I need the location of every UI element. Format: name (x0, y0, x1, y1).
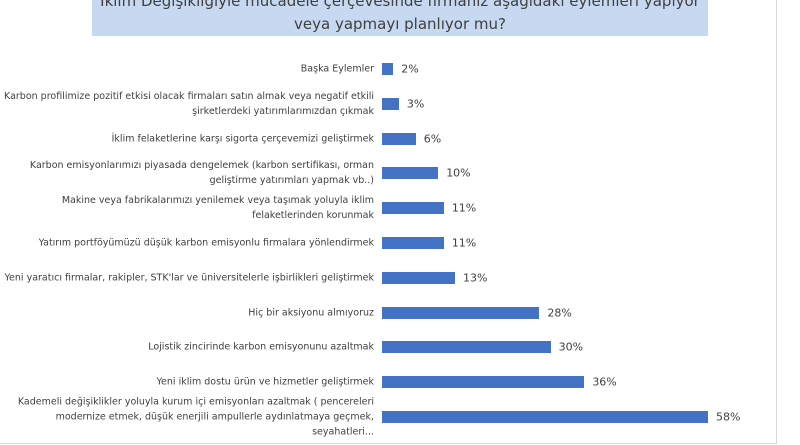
bar (382, 237, 444, 249)
category-label: Kademeli değişiklikler yoluyla kurum içi… (17, 396, 374, 438)
bar (382, 97, 399, 110)
bar (382, 202, 444, 215)
value-label: 13% (463, 271, 488, 285)
bar (382, 167, 439, 180)
category-label: Makine veya fabrikalarımızı yenilemek ve… (61, 195, 374, 222)
category-label: Yeni yaratıcı firmalar, rakipler, STK'la… (4, 272, 374, 284)
category-label: Karbon profilimize pozitif etkisi olacak… (4, 90, 374, 117)
category-label: İklim felaketlerine karşı sigorta çerçev… (111, 133, 374, 145)
value-label: 58% (715, 410, 741, 424)
bar (382, 341, 551, 354)
value-label: 36% (592, 375, 617, 389)
bar (382, 376, 585, 389)
bar (382, 271, 456, 284)
bar (382, 63, 394, 75)
chart-frame (0, 0, 777, 444)
bar (382, 411, 708, 423)
value-label: 11% (451, 236, 477, 250)
value-label: 30% (558, 340, 584, 354)
bar (382, 306, 540, 319)
category-label: Yeni iklim dostu ürün ve hizmetler geliş… (156, 376, 374, 388)
category-label: Karbon emisyonlarımızı piyasada dengelem… (29, 160, 374, 187)
value-label: 11% (451, 201, 477, 215)
value-label: 28% (547, 306, 572, 320)
value-label: 6% (423, 132, 442, 146)
value-label: 10% (446, 166, 471, 180)
category-label: Başka Eylemler (300, 63, 374, 75)
bar (382, 132, 416, 145)
value-label: 3% (406, 97, 425, 111)
category-label: Hiç bir aksiyonu almıyoruz (248, 307, 374, 319)
value-label: 2% (401, 62, 419, 76)
category-label: Lojistik zincirinde karbon emisyonunu az… (148, 341, 374, 353)
chart-title: İklim Değişikliğiyle mücadele çerçevesin… (92, 0, 708, 36)
category-label: Yatırım portföyümüzü düşük karbon emisyo… (38, 237, 374, 249)
